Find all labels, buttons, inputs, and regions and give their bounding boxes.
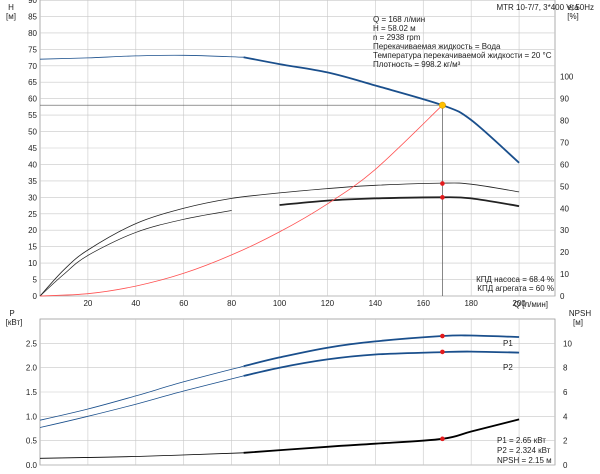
head-tick-label: 55 bbox=[28, 111, 37, 120]
eff-line-unit: КПД агрегата = 60 % bbox=[477, 284, 554, 293]
npsh-tick-label: 6 bbox=[563, 388, 568, 397]
legend-p2: P2 bbox=[503, 363, 513, 372]
head-curve-extended bbox=[39, 54, 244, 60]
efficiency-info: КПД насоса = 68.4 % КПД агрегата = 60 % bbox=[476, 275, 554, 293]
npsh-curve bbox=[243, 418, 520, 454]
top-x-tick-label: 120 bbox=[321, 299, 335, 308]
head-axis-label: H bbox=[8, 3, 14, 12]
eta-operating-point bbox=[440, 195, 445, 200]
top-x-tick-label: 100 bbox=[273, 299, 287, 308]
power-tick-label: 1.0 bbox=[26, 412, 38, 421]
power-axis-label: P bbox=[9, 309, 14, 318]
head-curve bbox=[243, 56, 520, 164]
power-tick-label: 0.5 bbox=[26, 437, 38, 446]
operating-point bbox=[438, 101, 446, 109]
eta-tick-label: 40 bbox=[560, 204, 569, 213]
info-line-flow: Q = 168 л/мин bbox=[373, 15, 425, 24]
legend-p1: P1 bbox=[503, 339, 513, 348]
top-x-tick-label: 80 bbox=[227, 299, 236, 308]
power-operating-point bbox=[440, 333, 445, 339]
head-tick-label: 65 bbox=[28, 78, 37, 87]
eta-tick-label: 0 bbox=[560, 292, 565, 301]
top-x-tick-label: 60 bbox=[179, 299, 188, 308]
npsh-tick-label: 8 bbox=[563, 364, 568, 373]
eta-operating-point bbox=[440, 181, 445, 186]
eta-unit-curve bbox=[279, 196, 520, 207]
eta-tick-label: 100 bbox=[560, 73, 574, 82]
eta-pump-curve bbox=[39, 182, 520, 297]
top-x-tick-label: 40 bbox=[131, 299, 140, 308]
power-tick-label: 2.5 bbox=[26, 339, 38, 348]
head-tick-label: 80 bbox=[28, 29, 37, 38]
npsh-axis-unit: [м] bbox=[573, 318, 583, 327]
info-line-p1: P1 = 2.65 кВт bbox=[497, 436, 546, 445]
eta-unit-curve-extended bbox=[39, 210, 232, 297]
head-tick-label: 45 bbox=[28, 144, 37, 153]
eta-tick-label: 70 bbox=[560, 139, 569, 148]
info-line-density: Плотность = 998.2 кг/м³ bbox=[373, 60, 461, 69]
head-tick-label: 0 bbox=[33, 292, 38, 301]
info-line-head: H = 58.02 м bbox=[373, 24, 416, 33]
npsh-axis-label: NPSH bbox=[569, 309, 591, 318]
eta-tick-label: 60 bbox=[560, 160, 569, 169]
power-operating-point bbox=[440, 349, 445, 355]
head-tick-label: 50 bbox=[28, 128, 37, 137]
eta-axis-label: eta bbox=[567, 3, 579, 12]
top-x-tick-label: 180 bbox=[464, 299, 478, 308]
system-curve bbox=[39, 104, 443, 297]
npsh-tick-label: 2 bbox=[563, 437, 568, 446]
npsh-tick-label: 10 bbox=[563, 339, 572, 348]
eta-tick-label: 50 bbox=[560, 182, 569, 191]
npsh-curve-extended bbox=[39, 452, 244, 459]
flow-axis-label: Q [л/мин] bbox=[514, 300, 548, 309]
chart-title: MTR 10-7/7, 3*400 V, 50Hz bbox=[496, 3, 594, 12]
top-x-tick-label: 20 bbox=[83, 299, 92, 308]
power-tick-label: 0.0 bbox=[26, 461, 38, 470]
info-line-npsh: NPSH = 2.15 м bbox=[497, 456, 552, 465]
eta-tick-label: 20 bbox=[560, 248, 569, 257]
head-tick-label: 5 bbox=[33, 276, 38, 285]
head-tick-label: 70 bbox=[28, 62, 37, 71]
power-tick-label: 1.5 bbox=[26, 388, 38, 397]
power-tick-label: 2.0 bbox=[26, 364, 38, 373]
head-tick-label: 10 bbox=[28, 259, 37, 268]
info-line-speed: n = 2938 rpm bbox=[373, 33, 421, 42]
head-tick-label: 75 bbox=[28, 45, 37, 54]
head-tick-label: 35 bbox=[28, 177, 37, 186]
p1-curve-extended bbox=[39, 365, 244, 421]
top-x-tick-label: 140 bbox=[369, 299, 383, 308]
npsh-tick-label: 4 bbox=[563, 412, 568, 421]
head-tick-label: 25 bbox=[28, 210, 37, 219]
p2-curve bbox=[243, 350, 520, 377]
p1-curve bbox=[243, 334, 520, 368]
head-tick-label: 30 bbox=[28, 193, 37, 202]
info-line-p2: P2 = 2.324 кВт bbox=[497, 446, 551, 455]
power-axis-unit: [кВт] bbox=[6, 318, 23, 327]
eta-tick-label: 30 bbox=[560, 226, 569, 235]
head-tick-label: 40 bbox=[28, 160, 37, 169]
eta-tick-label: 90 bbox=[560, 95, 569, 104]
head-tick-label: 60 bbox=[28, 95, 37, 104]
head-tick-label: 20 bbox=[28, 226, 37, 235]
top-x-tick-label: 160 bbox=[417, 299, 431, 308]
eta-tick-label: 10 bbox=[560, 270, 569, 279]
top-x-tick-label: 200 bbox=[512, 299, 526, 308]
info-line-liquid: Перекачиваемая жидкость = Вода bbox=[373, 42, 501, 51]
head-tick-label: 15 bbox=[28, 243, 37, 252]
eta-axis-unit: [%] bbox=[567, 12, 579, 21]
p2-curve-extended bbox=[39, 375, 244, 428]
eff-line-pump: КПД насоса = 68.4 % bbox=[476, 275, 554, 284]
head-tick-label: 90 bbox=[28, 0, 37, 5]
eta-tick-label: 80 bbox=[560, 117, 569, 126]
head-axis-unit: [м] bbox=[6, 12, 16, 21]
info-line-temperature: Температура перекачиваемой жидкости = 20… bbox=[373, 51, 552, 60]
npsh-tick-label: 0 bbox=[563, 461, 568, 470]
head-tick-label: 85 bbox=[28, 12, 37, 21]
power-operating-point bbox=[440, 436, 445, 442]
operating-point-info: Q = 168 л/мин H = 58.02 м n = 2938 rpm П… bbox=[373, 15, 552, 69]
power-info: P1 = 2.65 кВт P2 = 2.324 кВт NPSH = 2.15… bbox=[497, 436, 552, 465]
